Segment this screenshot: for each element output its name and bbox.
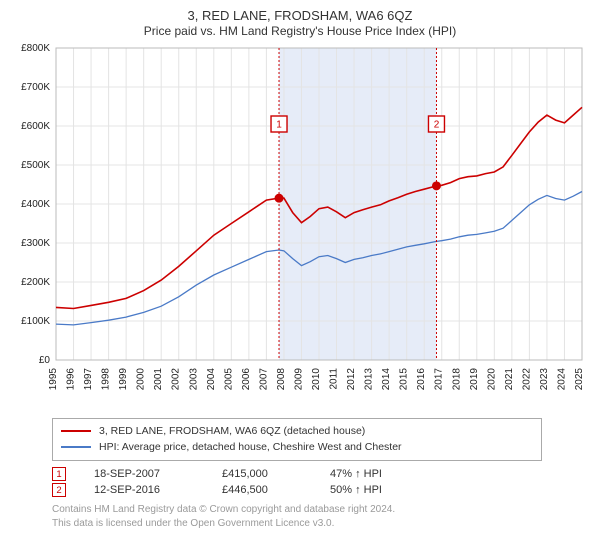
sales-table: 1 18-SEP-2007 £415,000 47% ↑ HPI 2 12-SEP-201… — [10, 467, 590, 497]
x-axis-tick-label: 2024 — [556, 368, 567, 391]
x-axis-tick-label: 2016 — [416, 368, 427, 391]
marker-box-label-2: 2 — [434, 120, 440, 131]
sale-price: £446,500 — [222, 484, 302, 496]
x-axis-tick-label: 2004 — [206, 368, 217, 391]
x-axis-tick-label: 1998 — [101, 368, 112, 391]
x-axis-tick-label: 2019 — [469, 368, 480, 391]
x-axis-tick-label: 2002 — [171, 368, 182, 391]
y-axis-tick-label: £300K — [21, 238, 50, 249]
sale-pct: 50% ↑ HPI — [330, 484, 430, 496]
sale-date: 12-SEP-2016 — [94, 484, 194, 496]
x-axis-tick-label: 2020 — [486, 368, 497, 391]
legend-row: HPI: Average price, detached house, Ches… — [61, 439, 533, 455]
y-axis-tick-label: £400K — [21, 199, 50, 210]
legend-row: 3, RED LANE, FRODSHAM, WA6 6QZ (detached… — [61, 423, 533, 439]
marker-dot-2 — [432, 181, 441, 190]
x-axis-tick-label: 2001 — [153, 368, 164, 391]
x-axis-tick-label: 2006 — [241, 368, 252, 391]
legend-label: 3, RED LANE, FRODSHAM, WA6 6QZ (detached… — [99, 423, 365, 439]
chart-subtitle: Price paid vs. HM Land Registry's House … — [10, 24, 590, 38]
x-axis-tick-label: 2011 — [329, 368, 340, 390]
y-axis-tick-label: £700K — [21, 82, 50, 93]
legend-swatch — [61, 430, 91, 432]
chart-container: 3, RED LANE, FRODSHAM, WA6 6QZ Price pai… — [0, 0, 600, 539]
x-axis-tick-label: 2003 — [188, 368, 199, 391]
x-axis-tick-label: 2017 — [434, 368, 445, 391]
chart-svg: £0 £100K £200K £300K £400K £500K £600K £700K £80… — [10, 44, 590, 414]
marker-dot-1 — [275, 194, 284, 203]
x-axis-tick-label: 2014 — [381, 368, 392, 391]
y-axis-tick-label: £500K — [21, 160, 50, 171]
y-axis-tick-label: £0 — [39, 355, 51, 366]
y-axis-tick-label: £600K — [21, 121, 50, 132]
x-axis-tick-label: 2010 — [311, 368, 322, 391]
x-axis-tick-label: 2013 — [364, 368, 375, 391]
x-axis-tick-label: 2012 — [346, 368, 357, 391]
legend-label: HPI: Average price, detached house, Ches… — [99, 439, 402, 455]
legend: 3, RED LANE, FRODSHAM, WA6 6QZ (detached… — [52, 418, 542, 461]
x-axis-tick-label: 1995 — [48, 368, 59, 391]
x-axis-tick-label: 2008 — [276, 368, 287, 391]
marker-box-label-1: 1 — [276, 120, 282, 131]
x-axis-tick-label: 2025 — [574, 368, 585, 391]
x-axis-tick-label: 2022 — [521, 368, 532, 391]
x-axis-tick-label: 2018 — [451, 368, 462, 391]
x-axis-tick-label: 2015 — [399, 368, 410, 391]
chart-plot: £0 £100K £200K £300K £400K £500K £600K £700K £80… — [10, 44, 590, 414]
y-axis-tick-label: £100K — [21, 316, 50, 327]
x-axis-tick-label: 2021 — [504, 368, 515, 391]
sale-row: 2 12-SEP-2016 £446,500 50% ↑ HPI — [52, 483, 590, 497]
sale-row: 1 18-SEP-2007 £415,000 47% ↑ HPI — [52, 467, 590, 481]
x-axis-tick-label: 1996 — [66, 368, 77, 391]
sale-date: 18-SEP-2007 — [94, 468, 194, 480]
footnote: Contains HM Land Registry data © Crown c… — [52, 503, 590, 531]
x-axis-tick-label: 2023 — [539, 368, 550, 391]
footnote-line-2: This data is licensed under the Open Gov… — [52, 517, 590, 531]
x-axis-tick-label: 1997 — [83, 368, 94, 391]
x-axis-tick-label: 2000 — [136, 368, 147, 391]
x-axis-tick-label: 1999 — [118, 368, 129, 391]
legend-swatch — [61, 446, 91, 448]
footnote-line-1: Contains HM Land Registry data © Crown c… — [52, 503, 590, 517]
y-axis-tick-label: £200K — [21, 277, 50, 288]
sale-marker-box: 2 — [52, 483, 66, 497]
sale-price: £415,000 — [222, 468, 302, 480]
chart-title: 3, RED LANE, FRODSHAM, WA6 6QZ — [10, 8, 590, 23]
y-axis-tick-label: £800K — [21, 44, 50, 54]
x-axis-tick-label: 2005 — [223, 368, 234, 391]
sale-pct: 47% ↑ HPI — [330, 468, 430, 480]
x-axis-tick-label: 2009 — [293, 368, 304, 391]
sale-marker-box: 1 — [52, 467, 66, 481]
x-axis-tick-label: 2007 — [258, 368, 269, 391]
